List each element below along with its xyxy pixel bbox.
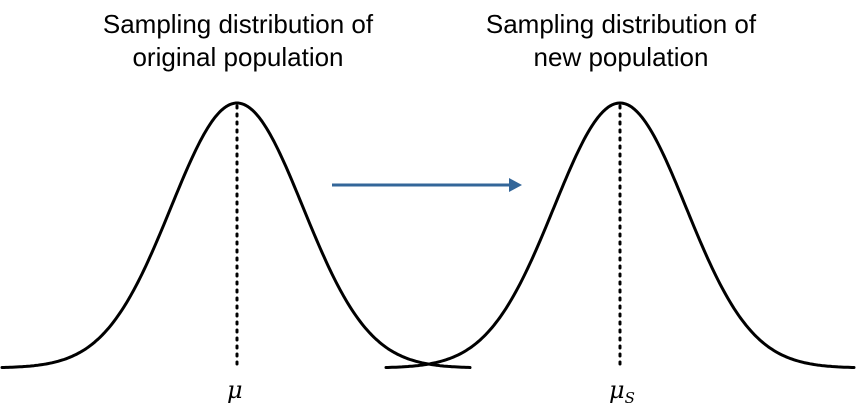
left-title: Sampling distribution of original popula… [68,8,408,74]
new-mean-symbol: μ [609,376,625,404]
right-title: Sampling distribution of new population [451,8,791,74]
left-title-line2: original population [132,42,344,72]
original-mean-label: μ [227,376,243,404]
right-title-line2: new population [533,42,709,72]
new-mean-label: μS [609,376,635,407]
shift-arrow-head [509,178,522,192]
new-population-curve [384,101,856,369]
new-mean-subscript: S [624,389,635,407]
right-title-line1: Sampling distribution of [485,9,757,39]
left-title-line1: Sampling distribution of [102,9,374,39]
original-population-curve [0,101,472,369]
